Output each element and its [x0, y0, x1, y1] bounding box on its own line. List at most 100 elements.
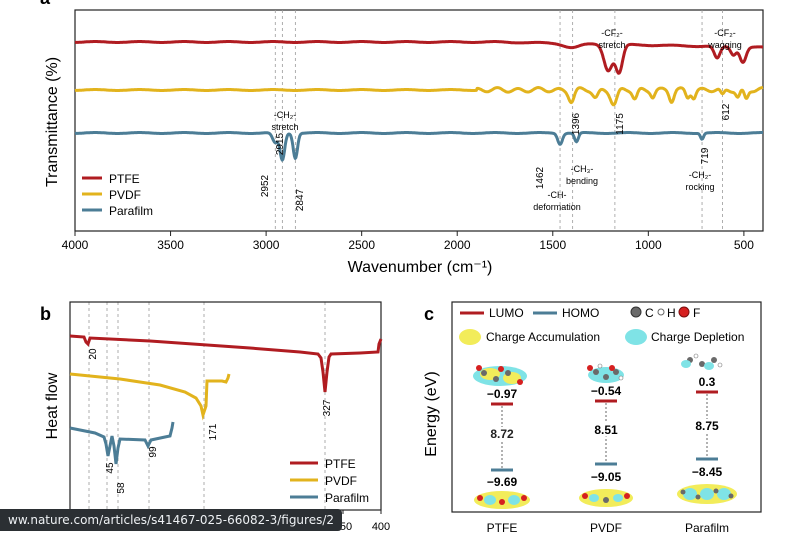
panel-a-letter: a [40, 0, 51, 8]
panel-b-guides [88, 302, 326, 510]
peak-label-719: 719 [700, 147, 711, 164]
panel-b-letter: b [40, 304, 51, 324]
panel-b-xticks: 350 400 [334, 510, 390, 533]
parafilm-gap-value: 8.75 [695, 419, 719, 433]
b-legend-ptfe: PTFE [325, 457, 356, 471]
ptfe-gap-value: 8.72 [490, 427, 514, 441]
pvdf-lumo-value: −0.54 [591, 384, 622, 398]
panel-a-frame [74, 9, 764, 232]
a-xtick-label-500: 500 [734, 238, 754, 252]
dsc-peak-label-327: 327 [322, 399, 333, 416]
peak-label-612: 612 [721, 103, 732, 120]
annot-ch-deformation-2: deformation [533, 202, 581, 212]
annot-cf2-wagging-2: wagging [707, 40, 742, 50]
annot-ch-deformation-1: -CH- [548, 190, 567, 200]
peak-label-1396: 1396 [571, 112, 582, 135]
b-xtick-400: 400 [372, 521, 390, 533]
legend-ptfe: PTFE [109, 172, 140, 186]
dsc-line-ptfe [69, 334, 383, 393]
panel-b-ylabel: Heat flow [44, 372, 61, 439]
a-xtick-label-4000: 4000 [62, 238, 89, 252]
parafilm-homo-value: −8.45 [692, 465, 723, 479]
charge-accumulation-icon [459, 329, 481, 345]
c-legend-f: F [693, 306, 700, 320]
peak-label-2952: 2952 [260, 174, 271, 197]
a-xtick-label-3000: 3000 [253, 238, 280, 252]
dsc-peak-label-20: 20 [88, 348, 99, 360]
annot-ch2-stretch-1: -CH₂- [274, 110, 297, 120]
a-xtick-label-2500: 2500 [348, 238, 375, 252]
fluorine-atom-icon [678, 306, 690, 318]
ptfe-homo-value: −9.69 [487, 475, 518, 489]
panel-b-dsc: b Heat flow 20 45 58 99 171 327 PTFE PVD… [40, 301, 390, 533]
c-legend-depletion: Charge Depletion [651, 330, 744, 344]
parafilm-homo-orbital-image [677, 484, 737, 504]
panel-a-peak-labels: 2952 2915 2847 1462 1396 1175 719 612 [260, 103, 732, 211]
annot-cf2-stretch-1: -CF₂- [601, 28, 623, 38]
c-name-ptfe: PTFE [487, 521, 518, 535]
dsc-line-parafilm [69, 421, 175, 465]
ftir-line-parafilm [74, 131, 764, 162]
ftir-line-ptfe [74, 40, 764, 75]
panel-c-frame [451, 301, 762, 513]
annot-cf2-wagging-1: -CF₂- [714, 28, 736, 38]
dsc-peak-label-58: 58 [116, 482, 127, 494]
panel-a-ylabel: Transmittance (%) [44, 57, 61, 187]
pvdf-homo-orbital-image [579, 489, 633, 507]
b-legend-parafilm: Parafilm [325, 491, 369, 505]
carbon-atom-icon [630, 306, 642, 318]
panel-c-legend: LUMO HOMO C H F Charge Accumulation Char… [459, 306, 744, 345]
charge-depletion-icon [625, 329, 647, 345]
panel-c-material-names: PTFE PVDF Parafilm [487, 521, 729, 535]
browser-status-url: ww.nature.com/articles/s41467-025-66082-… [0, 509, 343, 531]
parafilm-lumo-value: 0.3 [699, 375, 716, 389]
annot-ch2-rocking-2: rocking [685, 182, 714, 192]
legend-parafilm: Parafilm [109, 204, 153, 218]
annot-ch3-bending-2: bending [566, 176, 598, 186]
panel-b-legend: PTFE PVDF Parafilm [290, 457, 369, 505]
c-name-pvdf: PVDF [590, 521, 622, 535]
dsc-line-pvdf [69, 372, 231, 421]
peak-label-2915: 2915 [275, 132, 286, 155]
pvdf-homo-value: −9.05 [591, 470, 622, 484]
a-xtick-label-3500: 3500 [157, 238, 184, 252]
panel-c-energy: c Energy (eV) LUMO HOMO C H F Charge Acc… [423, 301, 762, 535]
parafilm-lumo-orbital-image [681, 353, 723, 370]
peak-label-1462: 1462 [535, 166, 546, 189]
c-legend-homo: HOMO [562, 306, 599, 320]
a-xtick-label-1000: 1000 [635, 238, 662, 252]
c-legend-h: H [667, 306, 676, 320]
panel-c-ylabel: Energy (eV) [423, 371, 440, 456]
panel-a-legend: PTFE PVDF Parafilm [82, 172, 153, 218]
b-legend-pvdf: PVDF [325, 474, 357, 488]
hydrogen-atom-icon [657, 308, 665, 316]
annot-cf2-stretch-2: stretch [598, 40, 625, 50]
panel-b-peak-labels: 20 45 58 99 171 327 [88, 348, 333, 494]
annot-ch3-bending-1: -CH₃- [571, 164, 594, 174]
dsc-peak-label-99: 99 [148, 446, 159, 458]
ptfe-lumo-value: −0.97 [487, 387, 518, 401]
a-xtick-label-1500: 1500 [539, 238, 566, 252]
pvdf-lumo-orbital-image [587, 363, 624, 383]
material-ptfe: −0.97 8.72 −9.69 [473, 365, 530, 509]
ptfe-homo-orbital-image [474, 491, 530, 509]
ftir-line-pvdf [74, 86, 764, 107]
a-xtick-label-2000: 2000 [444, 238, 471, 252]
dsc-peak-label-45: 45 [105, 462, 116, 474]
dsc-peak-label-171: 171 [208, 423, 219, 440]
c-legend-c: C [645, 306, 654, 320]
annot-ch2-rocking-1: -CH₂- [689, 170, 712, 180]
panel-a-ftir: a 4000 3500 3000 2500 2000 1500 1000 500 Wavenu… [40, 0, 764, 276]
c-name-parafilm: Parafilm [685, 521, 729, 535]
panel-a-xlabel: Wavenumber (cm⁻¹) [348, 259, 493, 276]
annot-ch2-stretch-2: stretch [271, 122, 298, 132]
peak-label-2847: 2847 [295, 188, 306, 211]
peak-label-1175: 1175 [615, 113, 626, 135]
panel-c-letter: c [424, 304, 434, 324]
c-legend-lumo: LUMO [489, 306, 524, 320]
legend-pvdf: PVDF [109, 188, 141, 202]
c-legend-accumulation: Charge Accumulation [486, 330, 600, 344]
panel-a-annotations: -CH₂- stretch -CF₂- stretch -CF₂- waggin… [271, 28, 741, 212]
ptfe-lumo-orbital-image [473, 365, 527, 386]
